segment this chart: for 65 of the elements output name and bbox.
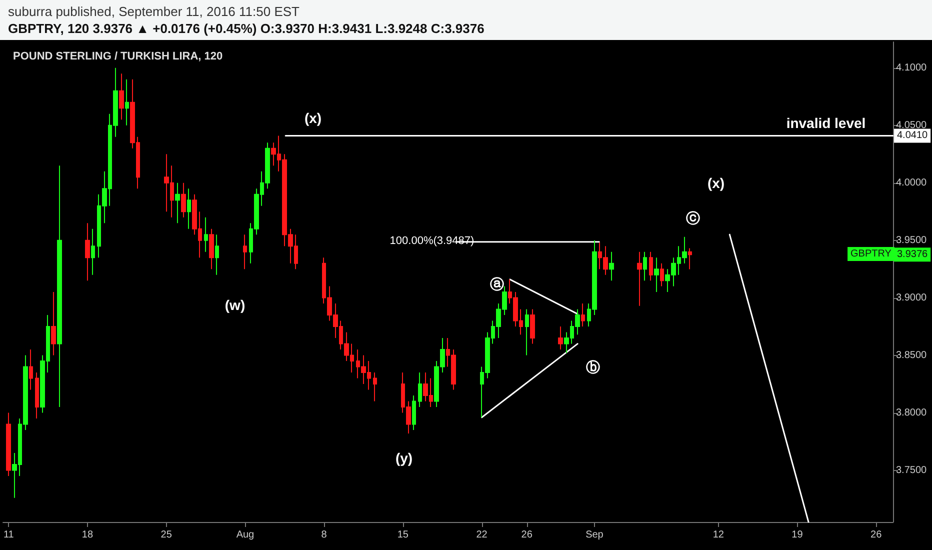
candlestick	[660, 262, 664, 287]
x-tick-label: 25	[160, 530, 172, 540]
candlestick	[637, 251, 642, 306]
candlestick	[125, 78, 129, 126]
annotation: ⓑ	[586, 359, 600, 375]
candlestick	[373, 372, 377, 402]
candlestick	[525, 308, 529, 356]
y-tick-label: 3.9500	[896, 234, 928, 246]
candlestick	[643, 251, 647, 282]
candlestick	[581, 303, 585, 328]
annotation: ⓐ	[490, 276, 504, 292]
candlestick	[215, 234, 219, 276]
annotation: (x)	[707, 175, 725, 191]
candlestick	[6, 412, 11, 477]
y-tick-label: 3.8000	[896, 407, 928, 418]
candlestick	[181, 182, 186, 218]
candlestick	[412, 395, 416, 431]
annotation: 4.0410	[897, 130, 928, 142]
text: POUND STERLING / TURKISH LIRA, 120	[13, 50, 223, 62]
candlestick	[57, 165, 62, 408]
candlestick	[91, 228, 95, 276]
chart-subtitle: GBPTRY, 120 3.9376 ▲ +0.0176 (+0.45%) O:3.9370 H:3.9431 L:3.9248 C:3.9376	[8, 20, 486, 37]
text: suburra published, September 11, 2016 11:50 EST	[8, 3, 300, 20]
x-tick-label: 22	[476, 530, 488, 540]
x-tick-label: Aug	[236, 530, 254, 540]
y-tick-label: 3.9000	[896, 292, 928, 304]
candlestick	[688, 248, 692, 270]
annotation: invalid level	[786, 115, 866, 131]
x-tick-label: 18	[82, 530, 94, 540]
annotation: 3.9376	[897, 249, 928, 260]
candlestick	[35, 372, 39, 420]
y-tick-label: 3.7500	[896, 464, 928, 476]
candlestick	[119, 73, 124, 120]
candlestick	[530, 308, 535, 344]
y-tick-label: 4.0000	[896, 177, 928, 188]
candlestick	[558, 326, 563, 350]
annotation: 100.00%(3.9487)	[390, 235, 474, 247]
x-tick-label: 8	[321, 530, 328, 540]
candlestick	[29, 349, 33, 390]
candlestick	[418, 372, 422, 408]
candlestick	[85, 222, 90, 282]
candlestick	[609, 251, 614, 282]
x-tick-label: 11	[3, 530, 14, 540]
annotation: (y)	[395, 450, 413, 466]
x-tick-label: 15	[397, 530, 409, 540]
annotation: (x)	[304, 110, 322, 126]
x-tick-label: Sep	[586, 530, 604, 540]
annotation: GBPTRY	[850, 248, 892, 260]
candlestick	[51, 292, 56, 356]
candlestick	[243, 234, 247, 270]
candlestick	[654, 257, 659, 293]
annotation: ⓒ	[686, 210, 700, 226]
y-tick-label: 3.8500	[896, 350, 928, 361]
candlestick	[187, 188, 191, 230]
candlestick	[649, 251, 653, 282]
candlestick	[175, 182, 180, 224]
y-tick-label: 4.1000	[896, 62, 928, 74]
x-tick-label: 19	[792, 530, 804, 540]
annotation: (w)	[224, 297, 246, 313]
candlestick	[209, 228, 214, 270]
y-tick-label: 4.0500	[896, 120, 928, 131]
x-tick-label: 12	[712, 530, 724, 540]
candlestick	[204, 216, 208, 252]
x-tick-label: 26	[521, 530, 533, 540]
x-tick-label: 26	[870, 530, 882, 540]
